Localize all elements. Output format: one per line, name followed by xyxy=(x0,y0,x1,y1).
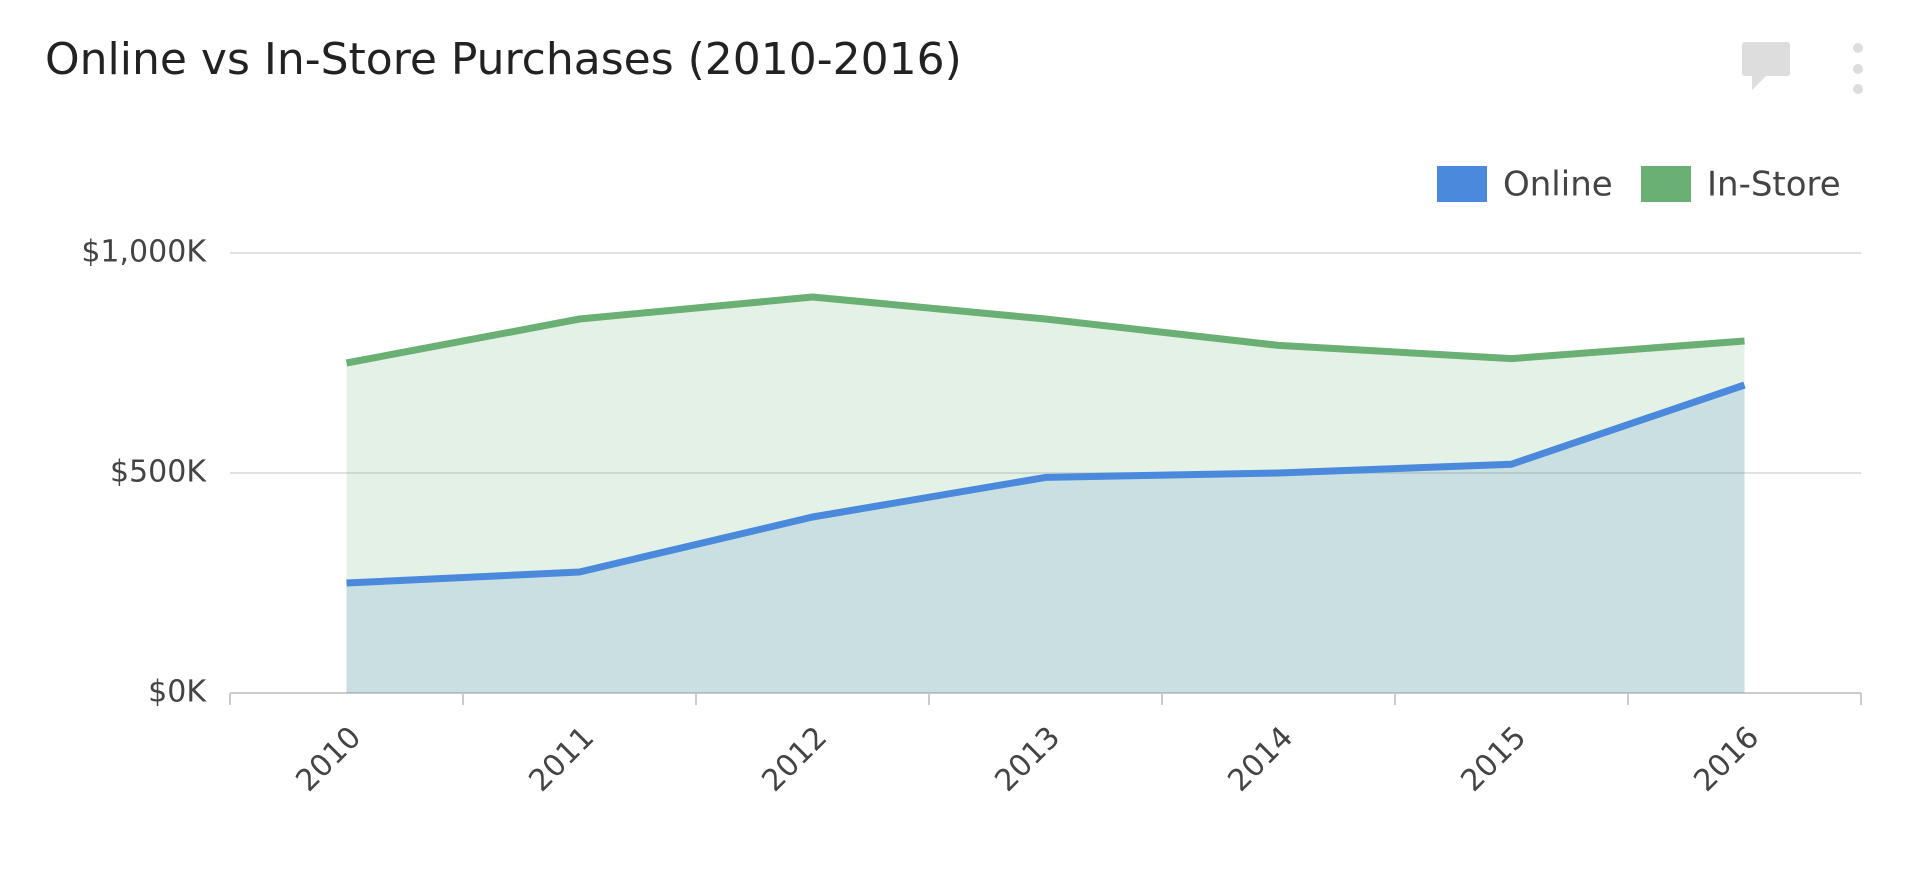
area xyxy=(346,297,1745,693)
legend-swatch xyxy=(1437,166,1487,202)
legend-swatch xyxy=(1641,166,1691,202)
y-tick-label: $1,000K xyxy=(81,235,207,270)
menu-dot xyxy=(1853,43,1863,53)
comment-bubble xyxy=(1742,42,1790,76)
chart-title: Online vs In-Store Purchases (2010-2016) xyxy=(45,34,962,85)
area xyxy=(346,385,1745,693)
y-tick-label: $0K xyxy=(148,675,207,710)
legend-item[interactable]: In-Store xyxy=(1641,165,1841,205)
legend-item[interactable]: Online xyxy=(1437,165,1613,205)
menu-dot xyxy=(1853,64,1863,74)
legend-label: Online xyxy=(1503,165,1613,205)
line xyxy=(345,293,1745,367)
comment-tail xyxy=(1752,76,1766,90)
menu-dot xyxy=(1853,84,1863,94)
legend-label: In-Store xyxy=(1707,165,1841,205)
y-tick-label: $500K xyxy=(110,455,207,490)
comment-icon[interactable] xyxy=(1742,42,1790,90)
line xyxy=(346,381,1746,587)
menu-icon[interactable] xyxy=(1853,43,1863,94)
